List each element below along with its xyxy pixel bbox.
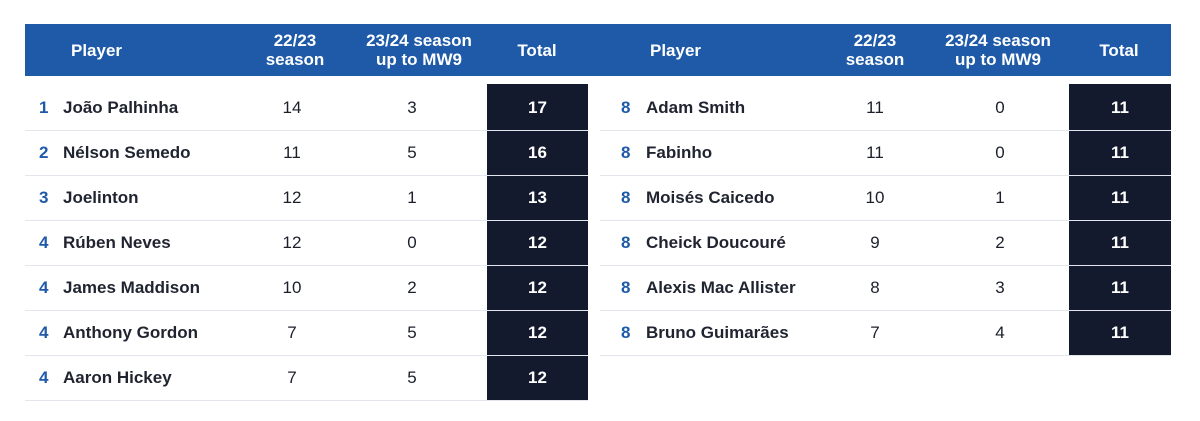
total-cell: 12 [528,368,547,387]
season-2324-cell: 2 [995,233,1005,252]
season-2223-cell: 8 [870,278,880,297]
season-2324-cell: 1 [995,188,1005,207]
rank-cell: 8 [621,98,631,117]
player-name-cell: Rúben Neves [63,233,171,252]
player-name-cell: Anthony Gordon [63,323,199,342]
season-2223-cell: 12 [282,188,302,207]
table-row: 3 Joelinton 12 1 [25,176,588,221]
season-2223-cell: 10 [865,188,885,207]
player-name-cell: João Palhinha [63,98,179,117]
total-column-background [1069,84,1171,355]
right-player-header: Player [650,40,702,60]
total-cell: 13 [528,188,547,207]
player-name-cell: Fabinho [646,143,713,162]
player-name-cell: Moisés Caicedo [646,188,775,207]
total-cell: 12 [528,233,547,252]
season-2324-cell: 0 [995,98,1005,117]
player-name-cell: James Maddison [63,278,200,297]
rank-cell: 4 [39,323,49,342]
player-name-cell: Adam Smith [646,98,746,117]
player-name-cell: Bruno Guimarães [646,323,789,342]
rank-cell: 8 [621,233,631,252]
rank-cell: 2 [39,143,49,162]
season-2324-cell: 5 [407,368,417,387]
right-total-header: Total [1099,40,1139,60]
table-row: 8 Cheick Doucouré 9 2 [600,221,1171,266]
right-season-2223-header: 22/23 season [845,31,905,69]
total-cell: 11 [1111,98,1129,117]
left-season-2324-header: 23/24 season up to MW9 [366,31,472,69]
season-2324-cell: 5 [407,143,417,162]
rank-cell: 8 [621,188,631,207]
season-2324-cell: 3 [995,278,1005,297]
player-name-cell: Joelinton [63,188,139,207]
table-row: 4 Rúben Neves 12 0 [25,221,588,266]
total-cell: 12 [528,278,547,297]
total-cell: 11 [1111,278,1129,297]
season-2223-cell: 10 [282,278,302,297]
player-name-cell: Cheick Doucouré [646,233,786,252]
total-cell: 11 [1111,188,1129,207]
rank-cell: 8 [621,143,631,162]
table-row: 8 Fabinho 11 0 [600,131,1171,176]
total-column-background [487,84,588,400]
total-cell: 11 [1111,233,1129,252]
season-2324-cell: 1 [407,188,417,207]
player-name-cell: Nélson Semedo [63,143,191,162]
table-row: 8 Alexis Mac Allister 8 3 [600,266,1171,311]
total-cell: 11 [1111,143,1129,162]
rank-cell: 1 [39,98,49,117]
table-row: 4 Anthony Gordon 7 5 [25,311,588,356]
season-2223-cell: 11 [866,143,884,162]
total-cell: 17 [528,98,547,117]
player-name-cell: Aaron Hickey [63,368,172,387]
season-2223-cell: 12 [282,233,302,252]
rank-cell: 3 [39,188,49,207]
table-header: Player 22/23 season 23/24 season up to M… [25,24,1171,76]
left-total-header: Total [517,40,557,60]
season-2223-cell: 11 [866,98,884,117]
season-2324-cell: 4 [995,323,1005,342]
season-2223-cell: 7 [287,323,297,342]
season-2324-cell: 2 [407,278,417,297]
rank-cell: 4 [39,278,49,297]
table-row: 4 Aaron Hickey 7 5 [25,356,588,401]
total-cell: 16 [528,143,547,162]
rank-cell: 8 [621,323,631,342]
season-2324-cell: 3 [407,98,417,117]
table-row: 2 Nélson Semedo 11 5 [25,131,588,176]
season-2223-cell: 7 [870,323,880,342]
season-2324-cell: 0 [407,233,417,252]
left-season-2223-header: 22/23 season [265,31,325,69]
table-row: 4 James Maddison 10 2 [25,266,588,311]
season-2324-cell: 0 [995,143,1005,162]
season-2223-cell: 11 [283,143,301,162]
rank-cell: 4 [39,233,49,252]
rank-cell: 8 [621,278,631,297]
total-cell: 11 [1111,323,1129,342]
table-row: 1 João Palhinha 14 3 [25,86,588,131]
table-row: 8 Moisés Caicedo 10 1 [600,176,1171,221]
season-2223-cell: 9 [870,233,880,252]
rank-cell: 4 [39,368,49,387]
left-player-header: Player [71,40,123,60]
season-2223-cell: 7 [287,368,297,387]
player-name-cell: Alexis Mac Allister [646,278,796,297]
table-row: 8 Bruno Guimarães 7 4 [600,311,1171,356]
total-cell: 12 [528,323,547,342]
season-2324-cell: 5 [407,323,417,342]
table-row: 8 Adam Smith 11 0 [600,86,1171,131]
season-2223-cell: 14 [282,98,302,117]
right-season-2324-header: 23/24 season up to MW9 [945,31,1051,69]
